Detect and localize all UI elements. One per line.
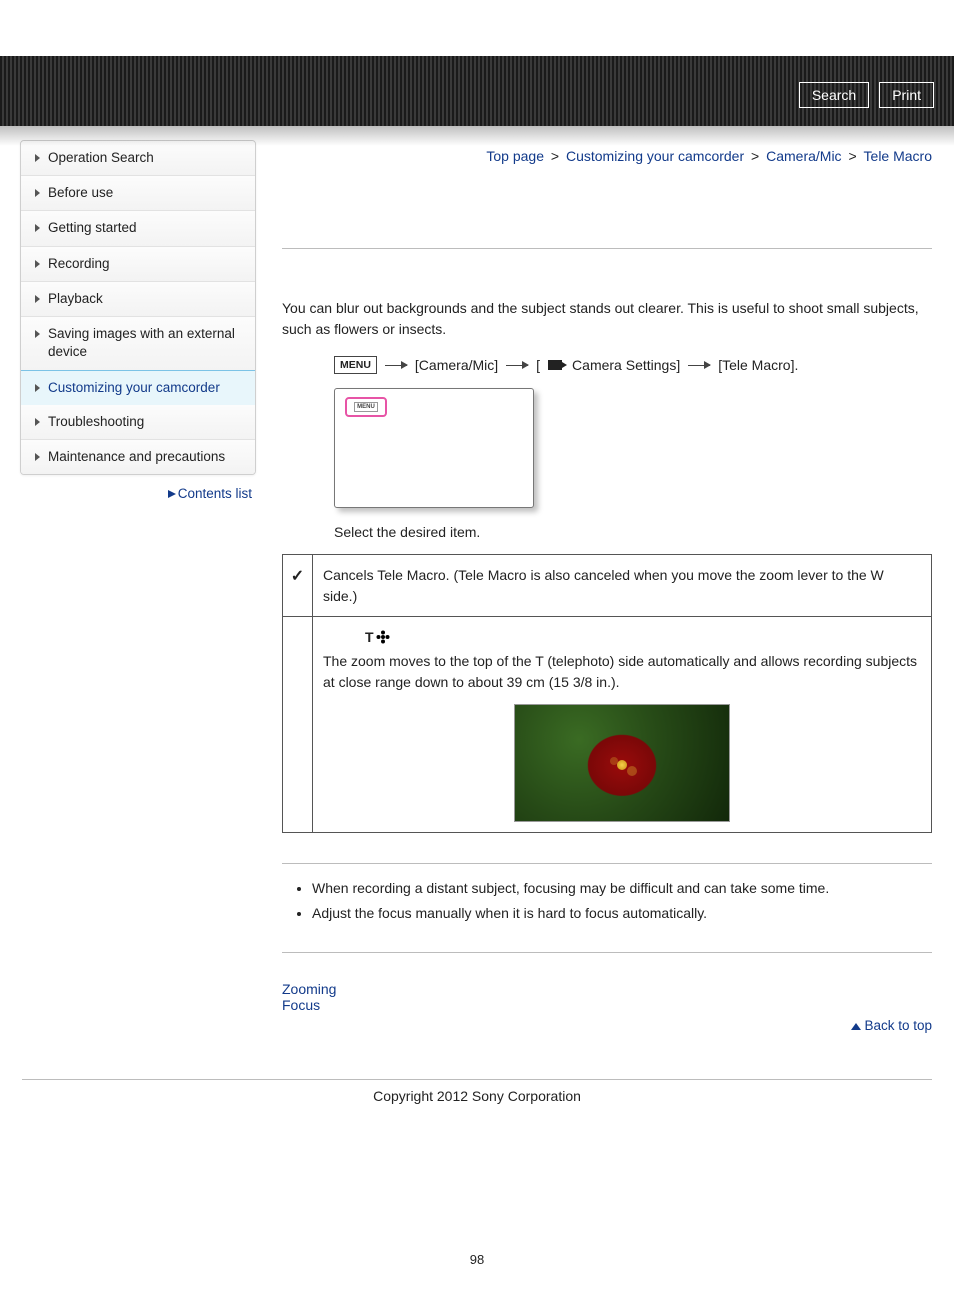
divider — [282, 863, 932, 864]
sample-image — [514, 704, 730, 822]
menu-path-tele-macro: [Tele Macro]. — [718, 354, 798, 376]
note-item: Adjust the focus manually when it is har… — [312, 903, 932, 924]
nav-label: Troubleshooting — [48, 413, 144, 431]
breadcrumb-tele-macro[interactable]: Tele Macro — [864, 148, 932, 164]
title-divider — [282, 248, 932, 274]
table-row: ✓ Cancels Tele Macro. (Tele Macro is als… — [283, 555, 932, 617]
nav-maintenance[interactable]: Maintenance and precautions — [21, 440, 255, 474]
menu-path-camera-mic: [Camera/Mic] — [415, 354, 498, 376]
checkmark-icon: ✓ — [291, 568, 304, 585]
caret-icon — [35, 295, 40, 303]
table-row: T The zoom moves to the top of the T (te… — [283, 616, 932, 832]
arrow-right-icon — [168, 490, 176, 498]
caret-icon — [35, 224, 40, 232]
caret-icon — [35, 418, 40, 426]
arrow-right-icon — [688, 365, 710, 366]
options-table: ✓ Cancels Tele Macro. (Tele Macro is als… — [282, 554, 932, 832]
nav-operation-search[interactable]: Operation Search — [21, 141, 255, 176]
nav-label: Recording — [48, 255, 110, 273]
select-caption: Select the desired item. — [334, 524, 932, 540]
menu-path-bracket: [ — [536, 354, 540, 376]
breadcrumb-sep: > — [845, 148, 861, 164]
nav-troubleshooting[interactable]: Troubleshooting — [21, 405, 255, 440]
back-to-top-link[interactable]: Back to top — [864, 1018, 932, 1033]
caret-icon — [35, 384, 40, 392]
nav-customizing[interactable]: Customizing your camcorder — [20, 370, 256, 406]
nav-label: Getting started — [48, 219, 137, 237]
nav-label: Playback — [48, 290, 103, 308]
nav-label: Customizing your camcorder — [48, 379, 220, 397]
breadcrumb-sep: > — [547, 148, 563, 164]
caret-icon — [35, 330, 40, 338]
caret-icon — [35, 189, 40, 197]
sidebar: Operation Search Before use Getting star… — [0, 126, 264, 501]
screen-thumbnail: MENU — [334, 388, 534, 508]
option-off-desc: Cancels Tele Macro. (Tele Macro is also … — [313, 555, 932, 617]
contents-list-link[interactable]: Contents list — [178, 486, 252, 501]
arrow-right-icon — [506, 365, 528, 366]
breadcrumb-sep: > — [747, 148, 763, 164]
header-banner: Search Print — [0, 56, 954, 126]
note-item: When recording a distant subject, focusi… — [312, 878, 932, 899]
caret-icon — [35, 154, 40, 162]
triangle-up-icon — [851, 1023, 861, 1030]
breadcrumb: Top page > Customizing your camcorder > … — [282, 148, 932, 164]
nav-label: Before use — [48, 184, 113, 202]
main-content: Top page > Customizing your camcorder > … — [264, 126, 954, 1073]
nav-getting-started[interactable]: Getting started — [21, 211, 255, 246]
menu-badge: MENU — [334, 356, 377, 374]
arrow-right-icon — [385, 365, 407, 366]
nav-before-use[interactable]: Before use — [21, 176, 255, 211]
menu-label-small: MENU — [354, 402, 378, 412]
related-zooming-link[interactable]: Zooming — [282, 981, 336, 997]
caret-icon — [35, 260, 40, 268]
menu-path: MENU [Camera/Mic] [ Camera Settings] [Te… — [334, 354, 932, 376]
nav-saving-images[interactable]: Saving images with an external device — [21, 317, 255, 370]
breadcrumb-camera-mic[interactable]: Camera/Mic — [766, 148, 841, 164]
sidebar-nav: Operation Search Before use Getting star… — [20, 140, 256, 475]
tele-macro-icon: T — [365, 627, 390, 647]
nav-label: Operation Search — [48, 149, 154, 167]
nav-label: Saving images with an external device — [48, 325, 245, 361]
divider — [282, 952, 932, 953]
caret-icon — [35, 453, 40, 461]
search-button[interactable]: Search — [799, 82, 869, 108]
option-on-desc: The zoom moves to the top of the T (tele… — [323, 651, 921, 692]
related-topics: Zooming Focus — [282, 981, 932, 1013]
intro-text: You can blur out backgrounds and the sub… — [282, 298, 932, 340]
print-button[interactable]: Print — [879, 82, 934, 108]
breadcrumb-top[interactable]: Top page — [486, 148, 544, 164]
t-letter: T — [365, 627, 374, 647]
menu-path-camera-settings: Camera Settings] — [572, 354, 680, 376]
related-focus-link[interactable]: Focus — [282, 997, 320, 1013]
page-number: 98 — [0, 1252, 954, 1267]
nav-recording[interactable]: Recording — [21, 247, 255, 282]
nav-label: Maintenance and precautions — [48, 448, 225, 466]
highlight-box: MENU — [345, 397, 387, 417]
notes-section: When recording a distant subject, focusi… — [282, 878, 932, 924]
breadcrumb-customizing[interactable]: Customizing your camcorder — [566, 148, 744, 164]
nav-playback[interactable]: Playback — [21, 282, 255, 317]
flower-icon — [376, 630, 390, 644]
copyright-text: Copyright 2012 Sony Corporation — [0, 1080, 954, 1124]
camera-icon — [548, 360, 562, 370]
